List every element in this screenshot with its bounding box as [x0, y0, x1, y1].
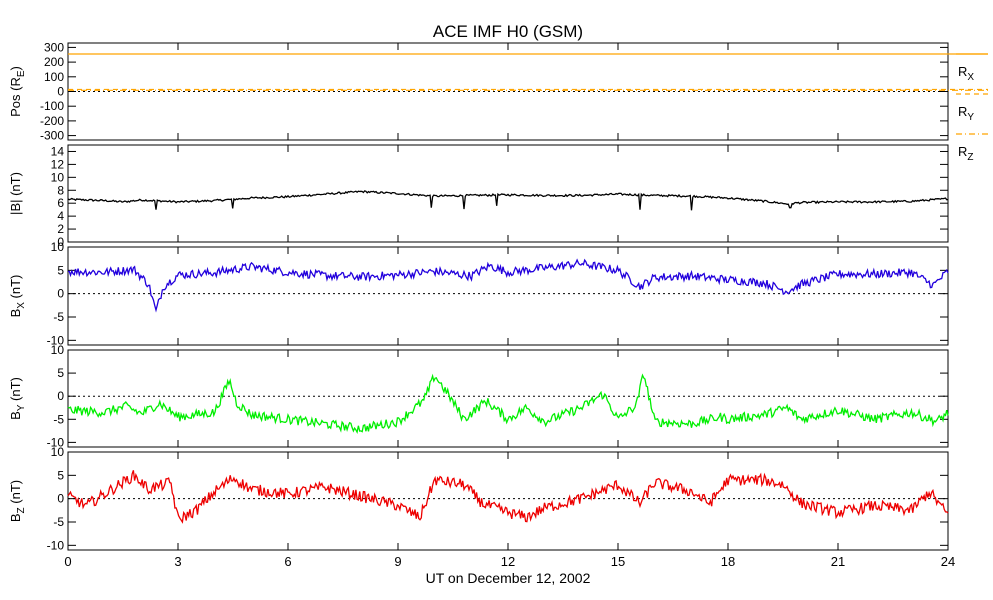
- panel-frame: [67, 451, 949, 551]
- panel-bx: 10 5 0 -5 -10 BX (nT): [8, 240, 949, 347]
- y-tick-label: 200: [44, 55, 64, 69]
- x-tick-label: 24: [941, 554, 955, 569]
- y-tick-label: 4: [57, 209, 64, 223]
- y-tick-label: 100: [44, 70, 64, 84]
- y-tick-label: 0: [57, 85, 64, 99]
- x-tick-label: 0: [64, 554, 71, 569]
- series-by: [67, 373, 949, 434]
- y-axis-label: BY (nT): [8, 377, 27, 420]
- y-tick-label: -10: [47, 435, 65, 449]
- x-tick-label: 6: [284, 554, 291, 569]
- chart-title: ACE IMF H0 (GSM): [433, 22, 583, 41]
- y-tick-label: -5: [53, 310, 64, 324]
- y-tick-label: 10: [51, 445, 65, 459]
- y-tick-label: 14: [51, 144, 65, 158]
- y-tick-label: 5: [57, 263, 64, 277]
- legend-label: RY: [958, 104, 974, 123]
- y-tick-label: -10: [47, 538, 65, 552]
- y-tick-label: 300: [44, 40, 64, 54]
- y-tick-label: 10: [51, 240, 65, 254]
- y-tick-label: 5: [57, 468, 64, 482]
- y-tick-label: 10: [51, 343, 65, 357]
- panel-bz: 10 5 0 -5 -10 BZ (nT) 0 3 6 9 12 15 18 21 24: [8, 445, 955, 569]
- y-tick-label: -10: [47, 333, 65, 347]
- y-tick-label: 10: [51, 170, 65, 184]
- y-tick-label: -300: [40, 129, 64, 143]
- y-tick-label: -200: [40, 114, 64, 128]
- x-axis-label: UT on December 12, 2002: [426, 570, 591, 586]
- y-tick-label: -5: [53, 412, 64, 426]
- y-tick-label: 0: [57, 235, 64, 249]
- panel-by: 10 5 0 -5 -10 BY (nT): [8, 343, 949, 449]
- y-tick-label: -5: [53, 515, 64, 529]
- x-tick-label: 15: [611, 554, 625, 569]
- panel-frame: [67, 246, 949, 346]
- x-tick-label: 12: [501, 554, 515, 569]
- x-tick-label: 21: [831, 554, 845, 569]
- x-tick-label: 18: [721, 554, 735, 569]
- series-b: [67, 190, 949, 211]
- y-tick-label: 0: [57, 389, 64, 403]
- y-tick-label: 6: [57, 196, 64, 210]
- panel-frame: [67, 144, 949, 243]
- y-tick-label: 5: [57, 366, 64, 380]
- legend-label: RX: [958, 64, 974, 83]
- y-tick-label: 0: [57, 287, 64, 301]
- y-axis-label: Pos (RE): [8, 66, 27, 117]
- series-bx: [67, 258, 949, 313]
- y-tick-label: 2: [57, 222, 64, 236]
- y-tick-label: 0: [57, 492, 64, 506]
- x-tick-label: 3: [174, 554, 181, 569]
- y-axis-label: BZ (nT): [8, 480, 27, 522]
- y-axis-label: |B| (nT): [8, 172, 23, 215]
- series-bz: [67, 470, 949, 524]
- panel-frame: [67, 349, 949, 448]
- y-tick-label: 8: [57, 183, 64, 197]
- y-axis-label: BX (nT): [8, 275, 27, 318]
- y-tick-label: 12: [51, 157, 65, 171]
- x-tick-label: 9: [394, 554, 401, 569]
- legend-label: RZ: [958, 144, 974, 163]
- y-tick-label: -100: [40, 99, 64, 113]
